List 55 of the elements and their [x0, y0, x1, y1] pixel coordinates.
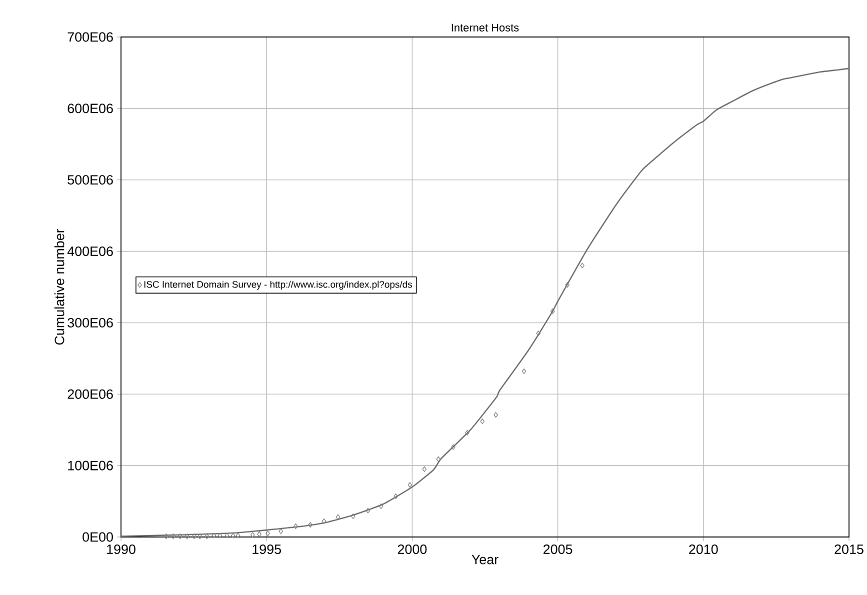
- legend-label: ISC Internet Domain Survey - http://www.isc.org/index.pl?ops/ds: [144, 280, 412, 290]
- point: [550, 308, 555, 314]
- point: [536, 330, 540, 336]
- point: [580, 262, 584, 268]
- point: [436, 456, 441, 462]
- x-tick-label: 1990: [107, 544, 136, 554]
- point: [394, 494, 398, 500]
- y-tick-label: 500E06: [68, 175, 113, 185]
- point: [250, 532, 255, 538]
- point: [408, 482, 412, 488]
- y-tick-label: 100E06: [68, 460, 113, 470]
- point: [465, 430, 470, 436]
- x-tick-label: 1995: [252, 544, 281, 554]
- point: [198, 534, 202, 540]
- point: [164, 534, 168, 540]
- point: [236, 532, 240, 538]
- y-tick-label: 600E06: [68, 104, 113, 114]
- y-tick-label: 300E06: [68, 318, 113, 328]
- point: [378, 504, 384, 510]
- x-axis-title: Year: [472, 554, 498, 564]
- point: [451, 444, 456, 450]
- y-tick-label: 0E00: [82, 532, 113, 542]
- point: [278, 528, 284, 534]
- line-series: [121, 68, 850, 537]
- point: [184, 534, 190, 540]
- x-tick-label: 2010: [689, 544, 718, 554]
- x-tick-label: 2000: [398, 544, 427, 554]
- point: [230, 532, 236, 538]
- point: [494, 412, 498, 418]
- chart-title: Internet Hosts: [452, 24, 519, 32]
- point: [170, 534, 176, 540]
- point: [294, 524, 298, 530]
- y-tick-label: 200E06: [68, 389, 113, 399]
- point: [204, 534, 210, 540]
- y-axis-title: Cumulative number: [54, 228, 64, 345]
- point: [178, 534, 182, 540]
- point: [266, 530, 270, 536]
- point: [522, 368, 526, 374]
- point: [192, 534, 196, 540]
- point: [218, 532, 222, 538]
- point: [480, 418, 485, 424]
- point: [422, 466, 427, 472]
- y-tick-label: 700E06: [68, 32, 113, 42]
- point: [350, 514, 356, 520]
- point: [322, 518, 326, 524]
- point: [336, 514, 340, 520]
- x-tick-label: 2015: [834, 544, 864, 554]
- point: [257, 531, 262, 537]
- point: [212, 532, 216, 538]
- point: [308, 522, 312, 528]
- point: [224, 532, 230, 538]
- y-tick-label: 400E06: [67, 246, 113, 256]
- x-tick-label: 2005: [544, 544, 572, 554]
- point: [565, 282, 570, 288]
- point: [366, 508, 370, 514]
